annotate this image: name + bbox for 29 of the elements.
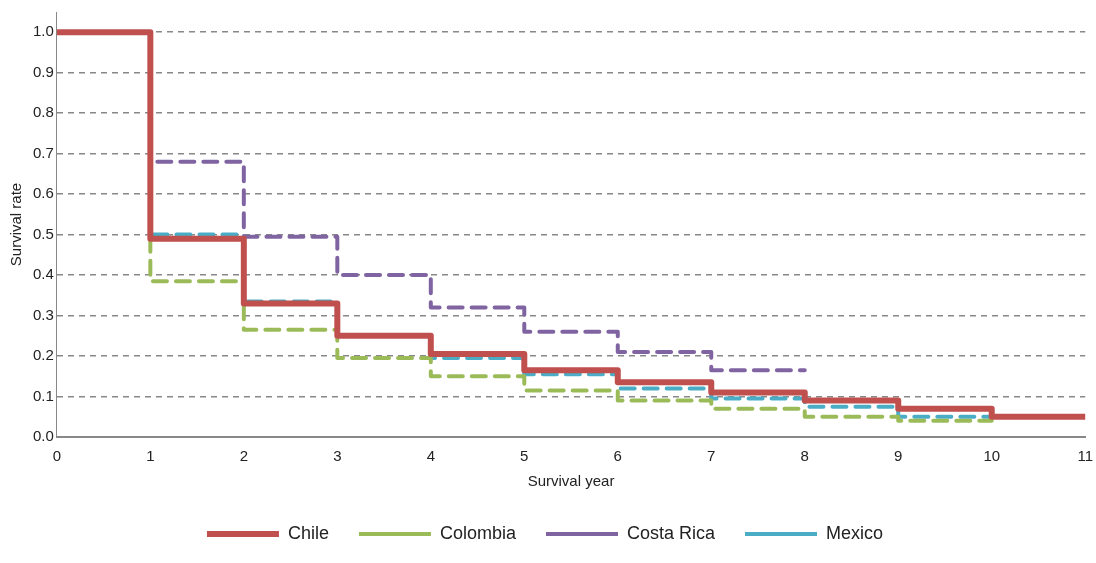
x-tick-label: 10	[983, 447, 1001, 465]
x-tick-label: 5	[520, 447, 529, 465]
x-tick-label: 8	[800, 447, 809, 465]
y-tick-label: 0.5	[32, 224, 54, 242]
x-tick-label: 3	[333, 447, 342, 465]
y-tick-label: 0.4	[32, 265, 54, 283]
y-axis-title: Survival rate	[7, 182, 25, 267]
x-axis-title: Survival year	[527, 472, 615, 490]
y-tick-label: 0.1	[32, 386, 54, 404]
y-tick-label: 0.7	[32, 143, 54, 161]
y-tick-label: 0.6	[32, 184, 54, 202]
x-tick-label: 7	[707, 447, 716, 465]
y-tick-label: 1.0	[32, 22, 54, 40]
x-tick-label: 0	[52, 447, 62, 465]
y-tick-label: 0.3	[32, 305, 54, 323]
legend-label: Colombia	[439, 522, 517, 543]
x-tick-label: 4	[426, 447, 435, 465]
y-tick-label: 0.8	[32, 103, 54, 121]
x-tick-label: 1	[146, 447, 155, 465]
x-tick-label: 11	[1077, 447, 1093, 465]
legend-label: Costa Rica	[627, 522, 717, 543]
y-tick-label: 0.2	[32, 346, 54, 364]
legend-label: Mexico	[826, 522, 884, 543]
x-tick-label: 9	[894, 447, 903, 465]
x-tick-label: 6	[613, 447, 622, 465]
x-tick-label: 2	[239, 447, 248, 465]
y-tick-label: 0.0	[32, 427, 54, 445]
y-tick-label: 0.9	[32, 62, 54, 80]
legend-label: Chile	[287, 522, 329, 543]
